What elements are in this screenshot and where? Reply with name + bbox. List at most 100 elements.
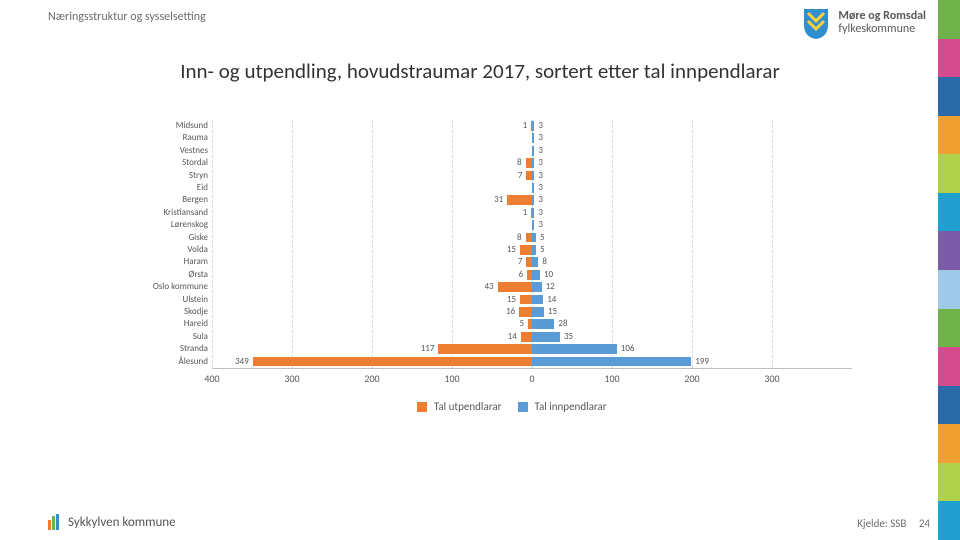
header: Næringsstruktur og sysselsetting Møre og… (0, 0, 960, 46)
bar-row: 313 (212, 194, 852, 206)
bar-in-value: 3 (538, 219, 543, 231)
category-label: Kristiansand (120, 207, 208, 219)
bar-in (532, 195, 534, 205)
bar-out-value: 16 (506, 306, 515, 318)
bar-in (532, 257, 538, 267)
bar-in (532, 220, 534, 230)
footer-title: Sykkylven kommune (68, 515, 176, 530)
bar-in-value: 106 (621, 343, 635, 355)
category-label: Stryn (120, 170, 208, 182)
bar-row: 14 35 (212, 331, 852, 343)
bar-in-value: 5 (540, 244, 545, 256)
bar-in (532, 295, 543, 305)
bar-in (532, 319, 554, 329)
bar-out-value: 349 (235, 356, 249, 368)
category-label: Haram (120, 256, 208, 268)
bar-row: 3 (212, 132, 852, 144)
bar-out (519, 307, 532, 317)
legend: Tal utpendlarar Tal innpendlarar (120, 400, 890, 413)
bar-row: 610 (212, 269, 852, 281)
bar-row: 83 (212, 157, 852, 169)
bar-in-value: 3 (538, 132, 543, 144)
bar-out-value: 15 (507, 294, 516, 306)
page-number: 24 (919, 517, 930, 530)
x-tick: 0 (529, 372, 534, 385)
category-label: Lørenskog (120, 219, 208, 231)
bar-in-value: 3 (538, 182, 543, 194)
bar-out (520, 295, 532, 305)
bar-in (532, 171, 534, 181)
bar-in-value: 10 (544, 269, 553, 281)
bar-in-value: 3 (538, 207, 543, 219)
bar-in (532, 245, 536, 255)
footer-right: Kjelde: SSB 24 (857, 517, 930, 530)
bar-row: 1514 (212, 294, 852, 306)
bar-out-value: 5 (519, 318, 524, 330)
category-label: Midsund (120, 120, 208, 132)
slide: Næringsstruktur og sysselsetting Møre og… (0, 0, 960, 540)
footer: Sykkylven kommune Kjelde: SSB 24 (0, 504, 960, 540)
x-tick: 300 (764, 372, 779, 385)
bar-in (532, 282, 542, 292)
bar-in (532, 270, 540, 280)
x-tick: 400 (204, 372, 219, 385)
category-label: Ulstein (120, 294, 208, 306)
bar-out-value: 43 (484, 281, 493, 293)
bar-out-value: 7 (518, 256, 523, 268)
x-tick: 100 (444, 372, 459, 385)
bar-row: 13 (212, 120, 852, 132)
bar-out-value: 14 (508, 331, 517, 343)
bar-in-value: 3 (538, 145, 543, 157)
chart: MidsundRaumaVestnesStordalStrynEidBergen… (120, 120, 890, 450)
bar-in-value: 8 (542, 256, 547, 268)
bar-in-value: 15 (548, 306, 557, 318)
category-label: Eid (120, 182, 208, 194)
legend-swatch-out (417, 402, 427, 412)
bar-row: 73 (212, 170, 852, 182)
category-label: Stordal (120, 157, 208, 169)
bar-out (521, 332, 532, 342)
x-tick: 100 (604, 372, 619, 385)
bar-out-value: 8 (517, 157, 522, 169)
x-tick: 300 (284, 372, 299, 385)
bar-in (532, 344, 617, 354)
bar-in-value: 28 (558, 318, 567, 330)
bar-in (532, 183, 534, 193)
legend-label-out: Tal utpendlarar (434, 400, 502, 413)
bar-row: 3 (212, 182, 852, 194)
bar-out-value: 7 (518, 170, 523, 182)
bar-out (520, 245, 532, 255)
bar-in-value: 3 (538, 194, 543, 206)
bar-in (532, 146, 534, 156)
bar-in (532, 158, 534, 168)
category-label: Ørsta (120, 269, 208, 281)
bar-out (507, 195, 532, 205)
bar-out (438, 344, 532, 354)
org-name: Møre og Romsdal fylkeskommune (838, 10, 926, 35)
bar-out (253, 357, 532, 367)
bar-row: 3 (212, 145, 852, 157)
bar-in-value: 199 (695, 356, 709, 368)
bar-out (498, 282, 532, 292)
bar-in-value: 3 (538, 157, 543, 169)
bar-in-value: 14 (547, 294, 556, 306)
bar-in-value: 3 (538, 120, 543, 132)
bar-row: 117 106 (212, 343, 852, 355)
category-label: Oslo kommune (120, 281, 208, 293)
category-label: Ålesund (120, 356, 208, 368)
legend-label-in: Tal innpendlarar (534, 400, 606, 413)
bar-row: 349 199 (212, 356, 852, 368)
x-tick: 200 (364, 372, 379, 385)
bar-in (532, 133, 534, 143)
bar-in (532, 233, 536, 243)
bar-in-value: 35 (564, 331, 573, 343)
category-label: Rauma (120, 132, 208, 144)
bar-out-value: 8 (517, 232, 522, 244)
category-label: Sula (120, 331, 208, 343)
bar-in (532, 357, 691, 367)
bar-in (532, 208, 534, 218)
bar-out-value: 117 (421, 343, 435, 355)
bar-in-value: 12 (546, 281, 555, 293)
bar-row: 5 28 (212, 318, 852, 330)
source-label: Kjelde: SSB (857, 517, 906, 530)
